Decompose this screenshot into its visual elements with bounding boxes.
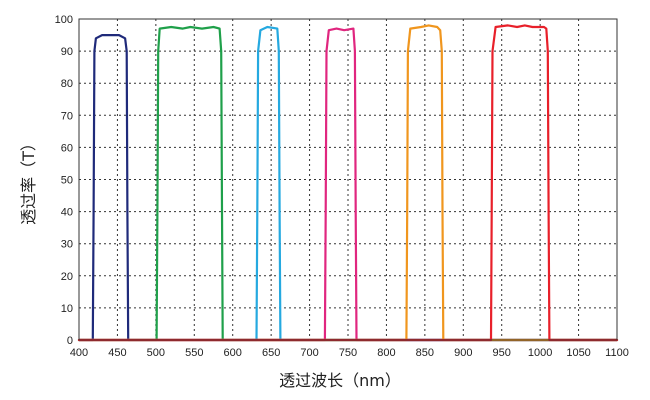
grid (79, 19, 617, 340)
y-tick-label: 40 (61, 207, 73, 219)
x-tick-label: 800 (377, 347, 395, 359)
x-axis-title: 透过波长（nm） (279, 371, 401, 390)
series-line-1 (77, 34, 619, 342)
y-tick-label: 0 (67, 335, 73, 347)
y-tick-label: 90 (61, 46, 73, 58)
y-tick-label: 30 (61, 239, 73, 251)
x-tick-label: 1050 (566, 347, 590, 359)
y-axis-title: 透过率（T） (19, 135, 38, 225)
x-tick-label: 600 (224, 347, 242, 359)
y-tick-label: 80 (61, 78, 73, 90)
x-tick-label: 1100 (605, 347, 629, 359)
x-tick-label: 950 (493, 347, 511, 359)
y-tick-label: 50 (61, 175, 73, 187)
series-line-6 (77, 24, 619, 342)
x-tick-label: 400 (70, 347, 88, 359)
series-line-5 (77, 24, 619, 342)
x-tick-label: 500 (147, 347, 165, 359)
series-line-2 (77, 25, 619, 342)
x-tick-label: 850 (416, 347, 434, 359)
y-tick-label: 10 (61, 303, 73, 315)
y-tick-labels: 0 10 20 30 40 50 60 70 80 90 100 (55, 14, 73, 347)
x-tick-label: 900 (454, 347, 472, 359)
x-tick-label: 1000 (528, 347, 552, 359)
x-tick-label: 650 (262, 347, 280, 359)
y-tick-label: 100 (55, 14, 73, 26)
plot-frame (78, 18, 618, 341)
y-tick-label: 60 (61, 142, 73, 154)
x-tick-labels: 400 450 500 550 600 650 700 750 800 850 900 950 1000… (70, 347, 629, 359)
x-tick-label: 750 (339, 347, 357, 359)
x-tick-label: 550 (185, 347, 203, 359)
y-tick-label: 20 (61, 271, 73, 283)
series-line-3 (77, 25, 619, 342)
series-layer (77, 24, 619, 342)
x-tick-label: 700 (300, 347, 318, 359)
x-tick-label: 450 (108, 347, 126, 359)
series-line-4 (77, 27, 619, 342)
y-tick-label: 70 (61, 110, 73, 122)
